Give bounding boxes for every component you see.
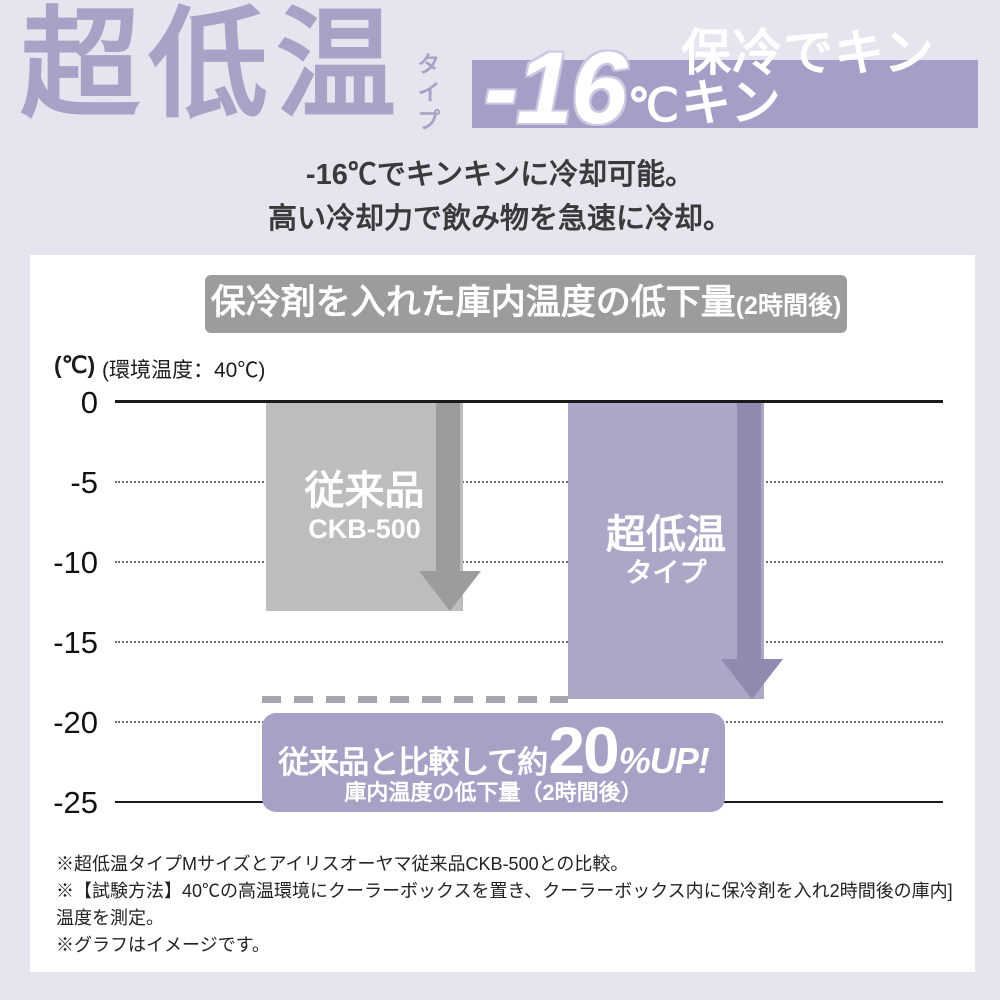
bar-conventional-product: 従来品 CKB-500 [266,403,481,611]
ytick-label--5: -5 [70,465,98,500]
hero-title: 超低温 [20,0,404,132]
footnote-line: 温度を測定。 [56,908,164,928]
y-axis-unit-label: (℃) [54,352,96,378]
chart-title-paren: (2時間後) [735,292,842,320]
footnote-line: ※グラフはイメージです。 [56,935,270,955]
chart-title-bar: 保冷剤を入れた庫内温度の低下量 (2時間後) [205,275,847,333]
test-condition-label: (環境温度：40℃) [102,359,266,382]
gridline--10 [115,561,943,563]
ytick-label--15: -15 [53,625,98,660]
footnote-line: ※【試験方法】40℃の高温環境にクーラーボックスを置き、クーラーボックス内に保冷… [56,881,953,901]
badge-temperature-number: -16 [484,31,627,145]
ytick-label--25: -25 [53,785,98,820]
bar-label-main: 超低温 [606,513,726,557]
callout-caption: 庫内温度の低下量（2時間後） [344,780,643,805]
cold-temp-badge: -16 ℃ 保冷でキンキン [472,28,978,139]
footnotes: ※超低温タイプMサイズとアイリスオーヤマ従来品CKB-500との比較。 ※【試験… [56,851,953,959]
callout-headline: 従来品と比較して約 20 %UP! [278,713,710,787]
gridline--15 [115,641,943,643]
down-arrow-head-icon [419,571,481,611]
callout-prefix: 従来品と比較して約 [278,745,548,780]
subtitle-line-1: -16℃でキンキンに冷却可能。 [305,159,695,191]
ytick-label--10: -10 [53,545,98,580]
down-arrow-shaft [436,403,460,573]
bar-label-sub: CKB-500 [308,514,421,544]
gridline-0 [115,400,943,403]
bar-label-sub: タイプ [625,558,707,588]
gridline--5 [115,481,943,483]
bar-ultra-low-temp: 超低温 タイプ [568,403,783,699]
subtitle-line-2: 高い冷却力で飲み物を急速に冷却。 [267,203,732,235]
badge-degree-symbol: ℃ [627,79,680,131]
chart-panel: 保冷剤を入れた庫内温度の低下量 (2時間後) (℃) (環境温度：40℃) 0 -… [30,255,975,972]
down-arrow-head-icon [721,659,783,699]
ytick-label--20: -20 [53,705,98,740]
bar-label-main: 従来品 [304,469,425,513]
hero-title-type-vertical: タイプ [414,52,440,136]
plot-area: 0 -5 -10 -15 -20 -25 従来品 CKB-500 超低温 タイプ [30,255,975,972]
improvement-callout: 従来品と比較して約 20 %UP! 庫内温度の低下量（2時間後） [262,713,725,812]
bar-label-conventional: 従来品 CKB-500 [305,469,425,545]
badge-text: 保冷でキンキン [681,25,935,131]
chart-title: 保冷剤を入れた庫内温度の低下量 [210,283,736,322]
bar-label-ultra-low: 超低温 タイプ [606,513,726,589]
reference-dashed-line [262,696,568,703]
callout-percentage: 20 [548,713,619,787]
down-arrow-shaft [737,403,761,661]
callout-suffix: %UP! [618,740,710,781]
ytick-label-0: 0 [80,385,98,420]
footnote-line: ※超低温タイプMサイズとアイリスオーヤマ従来品CKB-500との比較。 [56,854,629,874]
